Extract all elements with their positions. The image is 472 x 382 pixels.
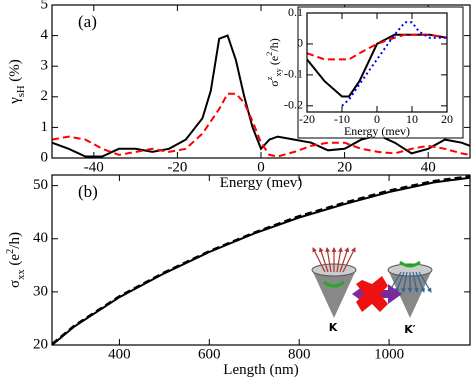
- x-tick-label: 20: [337, 159, 352, 175]
- x-tick-label: 1000: [374, 346, 404, 362]
- y-tick-label: 5: [41, 0, 49, 12]
- x-tick-label: 10: [406, 112, 418, 126]
- panel: 400 600 800 1000 20 30 40 50 Length (nm) σxx (e2/…: [5, 174, 471, 378]
- axis-label-part: (e: [7, 254, 23, 270]
- axis-label: Energy (mev): [220, 175, 303, 191]
- axis-label-part: z: [265, 76, 274, 80]
- y-tick-label: 1: [41, 119, 49, 135]
- spin-arrow: [318, 247, 329, 273]
- spin-arrow: [339, 247, 350, 273]
- axis-label: σzxy (e2/h): [265, 38, 283, 86]
- plot-frame: [51, 174, 471, 346]
- x-tick-label: 0: [374, 112, 380, 126]
- inset: -20 -10 0 10 20 -0.2 -0.1 0 0.1 Energy (mev) σzxy …: [265, 5, 464, 139]
- y-tick-label: 50: [33, 177, 48, 193]
- axis-label: Energy (mev): [344, 124, 410, 138]
- y-tick-label: 0: [297, 36, 303, 50]
- x-tick-label: -20: [167, 159, 187, 175]
- cone: [388, 270, 432, 318]
- axis-label-part: σ: [267, 80, 281, 87]
- rotation-arrow: [399, 260, 421, 268]
- axis-label: γsH (%): [7, 59, 26, 105]
- panel-label: (b): [78, 182, 98, 201]
- axis-label-part: Energy (mev): [220, 175, 303, 191]
- spin-arrow: [415, 271, 425, 293]
- axis-label-part: xy: [274, 67, 283, 76]
- spin-arrow: [418, 271, 432, 293]
- spin-arrow: [412, 271, 419, 293]
- series-line: [51, 34, 471, 158]
- axis-label-part: 2: [5, 249, 16, 254]
- x-tick-label: 800: [288, 346, 311, 362]
- axis-label-part: /h): [7, 232, 23, 249]
- axis-label-part: sH: [16, 85, 27, 97]
- axis-label-part: xx: [16, 269, 27, 280]
- x-tick-label: -10: [334, 112, 350, 126]
- y-tick-label: 0: [41, 149, 49, 165]
- x-tick-label: 0: [257, 159, 265, 175]
- annotation: K′: [404, 323, 416, 336]
- x-tick-label: -40: [84, 159, 104, 175]
- plot-frame: [306, 12, 448, 113]
- annotation: K: [329, 321, 338, 334]
- series-line: [341, 21, 447, 107]
- x-tick-label: 600: [198, 346, 221, 362]
- cross: [356, 276, 388, 312]
- rotation-arrow: [323, 280, 345, 288]
- series-line: [307, 33, 447, 98]
- axis-label: σxx (e2/h): [5, 232, 27, 288]
- y-tick-label: 4: [41, 27, 49, 43]
- spin-arrow: [342, 247, 356, 273]
- axis-label-part: Energy (mev): [344, 124, 410, 138]
- x-tick-label: 20: [441, 112, 453, 126]
- panel-label: (a): [78, 12, 97, 31]
- axis-label-part: Length (nm): [223, 362, 298, 378]
- cone: [312, 270, 356, 318]
- spin-arrow: [395, 271, 405, 293]
- series-line: [51, 176, 471, 346]
- axis-label-part: (e: [267, 56, 281, 68]
- y-tick-label: 3: [41, 58, 49, 74]
- y-tick-label: 0.1: [288, 5, 303, 19]
- axis-label-part: γ: [7, 97, 23, 105]
- y-tick-label: 40: [33, 230, 48, 246]
- y-tick-label: -0.2: [284, 98, 303, 112]
- x-tick-label: -20: [299, 112, 315, 126]
- x-tick-label: 40: [421, 159, 436, 175]
- y-tick-label: 20: [33, 336, 48, 352]
- axis-label: Length (nm): [223, 362, 298, 378]
- y-tick-label: -0.1: [284, 67, 303, 81]
- inset-frame: [297, 6, 464, 139]
- series-line: [51, 175, 471, 345]
- x-tick-label: 400: [108, 346, 131, 362]
- axis-label-part: 2: [265, 52, 274, 56]
- spin-arrow: [401, 271, 408, 293]
- axis-label-part: /h): [267, 38, 281, 51]
- spin-arrow: [312, 247, 326, 273]
- spin-arrow: [336, 247, 343, 273]
- axis-label-part: (%): [7, 59, 23, 85]
- valley-illustration: [311, 247, 433, 318]
- spin-arrow: [325, 247, 332, 273]
- series-line: [307, 33, 447, 61]
- y-tick-label: 30: [33, 283, 48, 299]
- y-tick-label: 2: [41, 88, 49, 104]
- plot-frame: [51, 4, 471, 159]
- axis-label-part: σ: [7, 280, 23, 288]
